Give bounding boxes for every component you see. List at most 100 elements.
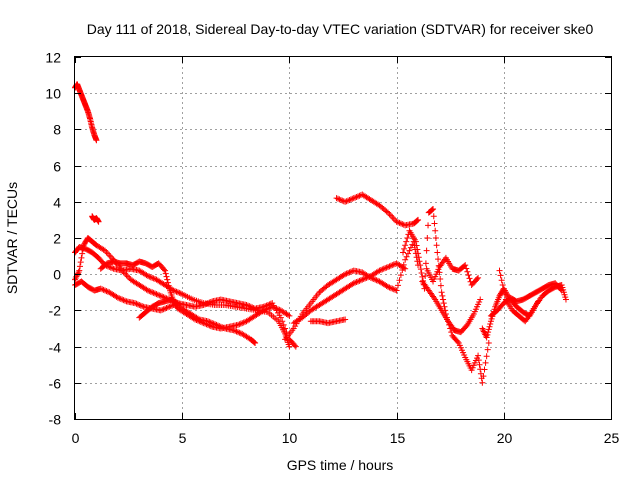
data-point-interp <box>416 258 423 265</box>
data-point <box>350 195 357 202</box>
data-point-interp <box>464 268 471 275</box>
data-series-arc-12 <box>400 206 492 386</box>
data-point-interp <box>363 274 370 281</box>
data-point-interp <box>422 260 429 267</box>
data-point-interp <box>154 291 161 298</box>
data-point-interp <box>176 289 183 296</box>
data-point-interp <box>202 301 209 308</box>
x-tick-label: 5 <box>179 430 187 446</box>
data-point-interp <box>402 242 409 249</box>
data-point-interp <box>249 304 256 311</box>
data-point-interp <box>264 305 271 312</box>
data-series-arc-3 <box>72 244 293 350</box>
data-point-interp <box>439 292 446 299</box>
data-point-interp <box>136 301 143 308</box>
data-point-interp <box>263 306 270 313</box>
data-point-interp <box>177 290 184 297</box>
data-point-interp <box>499 282 506 289</box>
data-point-interp <box>407 244 414 251</box>
data-point <box>558 287 565 294</box>
data-point-interp <box>440 296 447 303</box>
data-point <box>243 301 250 308</box>
y-tick-label: -8 <box>49 412 62 428</box>
data-point <box>400 249 407 256</box>
data-point-interp <box>100 286 107 293</box>
data-point-interp <box>485 329 492 336</box>
data-point-interp <box>240 319 247 326</box>
data-point <box>292 343 299 350</box>
data-point-interp <box>349 195 356 202</box>
y-tick-label: -4 <box>49 340 62 356</box>
data-point-interp <box>152 290 159 297</box>
y-tick-label: 0 <box>53 267 61 283</box>
data-point-interp <box>193 317 200 324</box>
data-point-interp <box>343 270 350 277</box>
data-point-interp <box>430 213 437 220</box>
data-series-arc-14 <box>423 254 482 289</box>
data-point <box>393 287 400 294</box>
data-point-interp <box>435 256 442 263</box>
data-point-interp <box>346 196 353 203</box>
data-point-interp <box>339 197 346 204</box>
data-point-interp <box>174 289 181 296</box>
data-point-interp <box>406 247 413 254</box>
data-point-interp <box>413 218 420 225</box>
data-point-interp <box>160 306 167 313</box>
data-point <box>385 263 392 270</box>
data-point-interp <box>397 272 404 279</box>
data-point-interp <box>501 291 508 298</box>
data-point-interp <box>403 238 410 245</box>
data-point-interp <box>362 275 369 282</box>
data-point <box>286 312 293 319</box>
data-point-interp <box>146 288 153 295</box>
data-point-interp <box>481 366 488 373</box>
data-point-interp <box>199 319 206 326</box>
data-point-interp <box>345 197 352 204</box>
data-point-interp <box>107 264 114 271</box>
data-layer <box>72 81 569 386</box>
data-point-interp <box>365 274 372 281</box>
data-point-interp <box>150 275 157 282</box>
data-point <box>277 314 284 321</box>
data-point-interp <box>163 304 170 311</box>
y-tick-label: -2 <box>49 303 62 319</box>
data-point <box>95 218 102 225</box>
data-point-interp <box>120 297 127 304</box>
data-point <box>192 316 199 323</box>
data-point-interp <box>247 303 254 310</box>
y-axis-label: SDTVAR / TECUs <box>4 182 20 294</box>
data-point-interp <box>282 325 289 332</box>
data-point-interp <box>437 282 444 289</box>
data-point-interp <box>353 193 360 200</box>
data-point <box>434 249 441 256</box>
data-point-interp <box>163 273 170 280</box>
data-point-interp <box>147 274 154 281</box>
data-point-interp <box>463 265 470 272</box>
data-point-interp <box>204 300 211 307</box>
data-point-interp <box>159 293 166 300</box>
data-point-interp <box>487 320 494 327</box>
data-point <box>114 294 121 301</box>
data-point <box>438 289 445 296</box>
data-point <box>475 352 482 359</box>
data-point-interp <box>486 323 493 330</box>
data-point-interp <box>133 300 140 307</box>
data-point <box>477 296 484 303</box>
data-point-interp <box>476 361 483 368</box>
data-point <box>286 343 293 350</box>
data-point-interp <box>206 322 213 329</box>
data-point-interp <box>386 284 393 291</box>
data-point-interp <box>429 206 436 213</box>
data-point-interp <box>337 196 344 203</box>
x-axis-label: GPS time / hours <box>287 457 394 473</box>
data-point-interp <box>380 265 387 272</box>
data-point-interp <box>397 220 404 227</box>
data-point-interp <box>203 300 210 307</box>
data-series-arc-5 <box>89 213 102 225</box>
data-point <box>462 262 469 269</box>
data-point-interp <box>356 277 363 284</box>
data-point <box>485 339 492 346</box>
data-series-arc-7 <box>136 296 181 321</box>
data-point-interp <box>417 266 424 273</box>
tick-layer: 0 5 10 15 20 25 -8 -6 -4 -2 0 2 4 6 8 10 12 <box>45 50 619 447</box>
